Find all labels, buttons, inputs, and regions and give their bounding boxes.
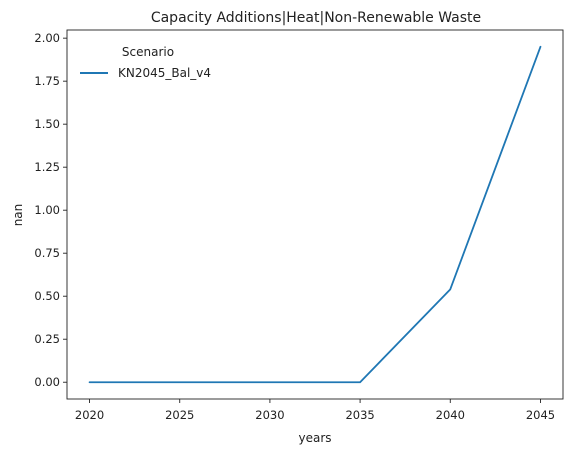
x-axis-label: years bbox=[298, 431, 331, 445]
legend-entry-label: KN2045_Bal_v4 bbox=[118, 66, 211, 80]
x-tick-label: 2035 bbox=[345, 408, 374, 422]
y-axis-ticks: 0.00 0.25 0.50 0.75 1.00 1.25 1.50 1.75 2.00 bbox=[34, 31, 67, 389]
series-group bbox=[88, 45, 542, 384]
x-tick-label: 2025 bbox=[165, 408, 194, 422]
x-tick-label: 2030 bbox=[255, 408, 284, 422]
x-axis-ticks: 2020 2025 2030 2035 2040 2045 bbox=[75, 399, 555, 422]
legend-title: Scenario bbox=[122, 45, 174, 59]
y-tick-label: 1.50 bbox=[34, 117, 60, 131]
legend: Scenario KN2045_Bal_v4 bbox=[80, 45, 211, 80]
y-tick-label: 2.00 bbox=[34, 31, 60, 45]
x-tick-label: 2045 bbox=[526, 408, 555, 422]
x-tick-label: 2040 bbox=[436, 408, 465, 422]
chart-title: Capacity Additions|Heat|Non-Renewable Wa… bbox=[151, 10, 481, 26]
series-line bbox=[88, 45, 542, 384]
y-tick-label: 0.50 bbox=[34, 289, 60, 303]
x-tick-label: 2020 bbox=[75, 408, 104, 422]
plot-frame bbox=[66, 29, 564, 400]
y-tick-label: 1.25 bbox=[34, 160, 60, 174]
y-tick-label: 1.75 bbox=[34, 74, 60, 88]
y-tick-label: 0.00 bbox=[34, 375, 60, 389]
y-tick-label: 0.75 bbox=[34, 246, 60, 260]
y-tick-label: 0.25 bbox=[34, 332, 60, 346]
y-axis-label: nan bbox=[11, 204, 25, 227]
y-tick-label: 1.00 bbox=[34, 203, 60, 217]
